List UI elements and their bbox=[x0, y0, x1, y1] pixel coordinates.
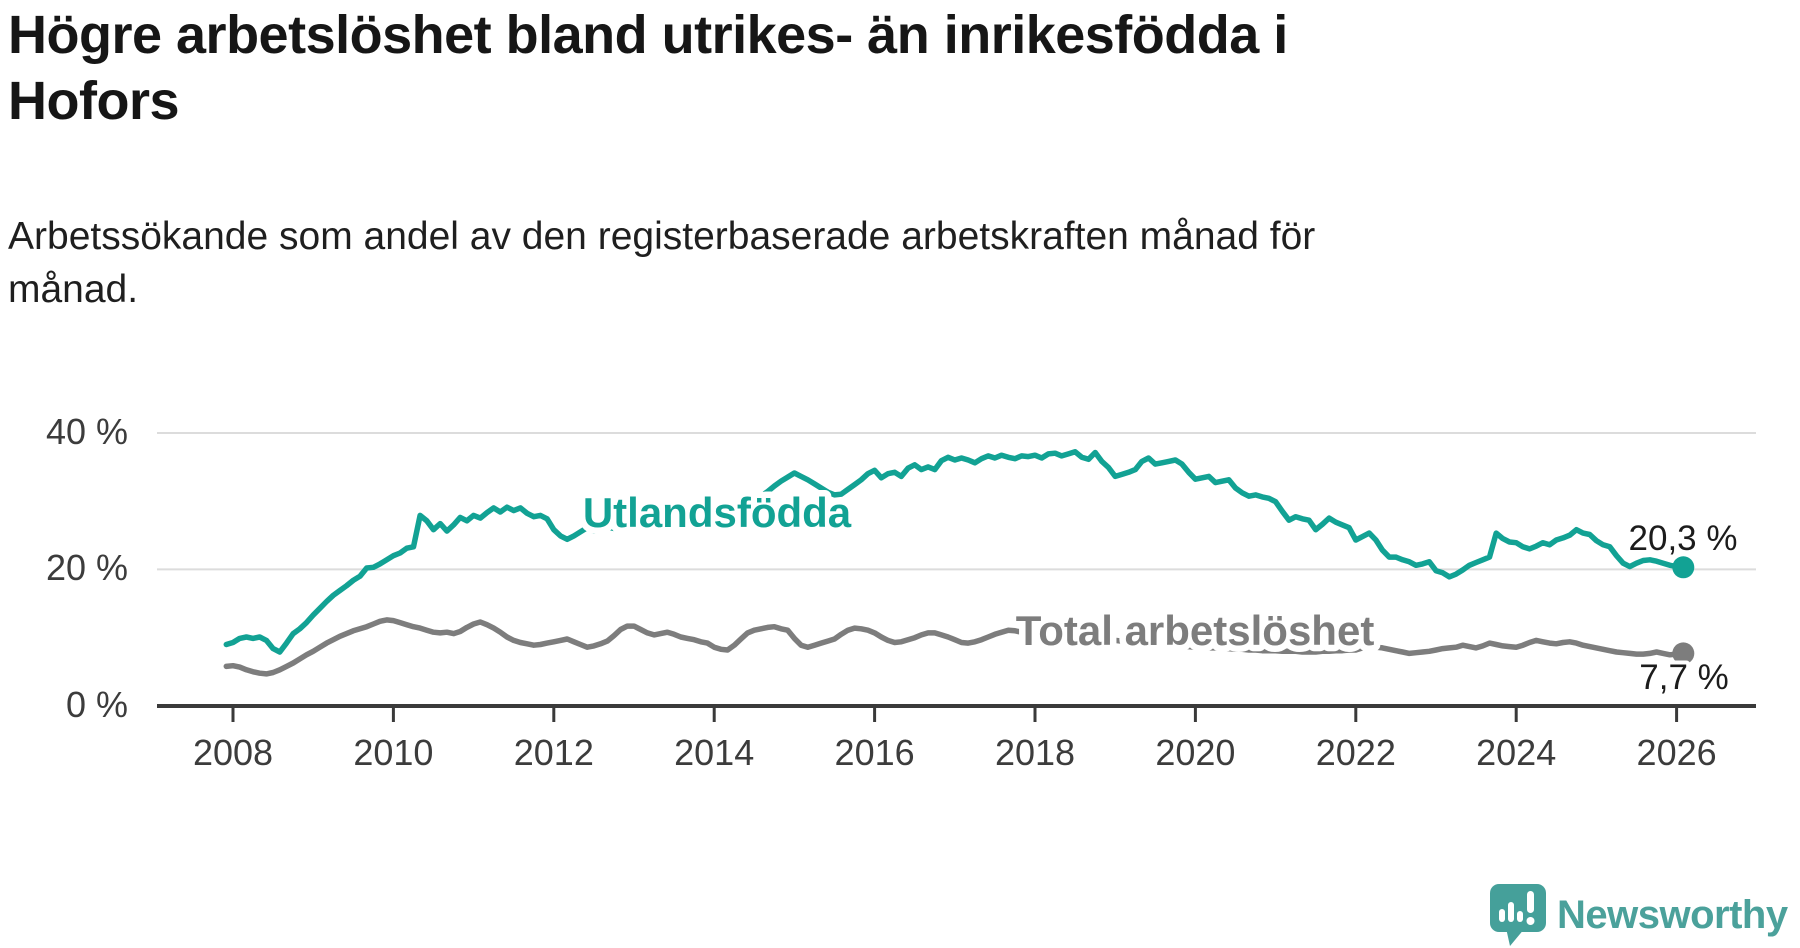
x-tick-label: 2018 bbox=[995, 732, 1075, 773]
end-value-label-utlandsfodda: 20,3 % bbox=[1629, 519, 1738, 558]
end-value-label-total: 7,7 % bbox=[1639, 658, 1729, 697]
series-label-utlandsfodda: Utlandsfödda bbox=[583, 489, 852, 536]
x-tick-label: 2026 bbox=[1637, 732, 1717, 773]
subtitle-line-1: Arbetssökande som andel av den registerb… bbox=[8, 215, 1316, 258]
bar-icon-small bbox=[1499, 909, 1505, 922]
newsworthy-logo: Newsworthy bbox=[1490, 884, 1788, 946]
bar-icon-medium bbox=[1517, 911, 1523, 922]
x-tick-label: 2010 bbox=[353, 732, 433, 773]
subtitle-line-2: månad. bbox=[8, 268, 139, 311]
x-tick-label: 2022 bbox=[1316, 732, 1396, 773]
x-tick-label: 2012 bbox=[514, 732, 594, 773]
title-line-1: Högre arbetslöshet bland utrikes- än inr… bbox=[8, 5, 1288, 65]
series-line-total-arbetsloshet bbox=[223, 617, 1687, 677]
y-tick-label-40: 40 % bbox=[46, 411, 128, 452]
newsworthy-logo-text: Newsworthy bbox=[1557, 892, 1788, 937]
x-tick-label: 2024 bbox=[1476, 732, 1556, 773]
series-end-dot-total bbox=[1672, 642, 1695, 665]
series-label-total-arbetsloshet: Total arbetslöshet bbox=[1016, 607, 1375, 654]
page-title: Högre arbetslöshet bland utrikes- än inr… bbox=[8, 2, 1288, 134]
newsworthy-speech-bubble-icon bbox=[1490, 884, 1546, 946]
x-tick-label: 2016 bbox=[835, 732, 915, 773]
series-line-utlandsfodda bbox=[223, 449, 1687, 655]
title-line-2: Hofors bbox=[8, 71, 179, 131]
y-tick-label-0: 0 % bbox=[66, 684, 128, 725]
bar-icon-tall bbox=[1508, 902, 1514, 922]
exclamation-bar-icon bbox=[1527, 891, 1534, 913]
x-axis-ticks: 2008 2010 2012 2014 2016 2018 2020 2022 2024 2026 bbox=[193, 706, 1717, 773]
x-tick-label: 2008 bbox=[193, 732, 273, 773]
y-tick-label-20: 20 % bbox=[46, 547, 128, 588]
chart-subtitle: Arbetssökande som andel av den registerb… bbox=[8, 210, 1315, 316]
x-tick-label: 2020 bbox=[1155, 732, 1235, 773]
series-end-dot-utlandsfodda bbox=[1672, 556, 1695, 579]
x-tick-label: 2014 bbox=[674, 732, 754, 773]
exclamation-dot-icon bbox=[1526, 917, 1535, 925]
